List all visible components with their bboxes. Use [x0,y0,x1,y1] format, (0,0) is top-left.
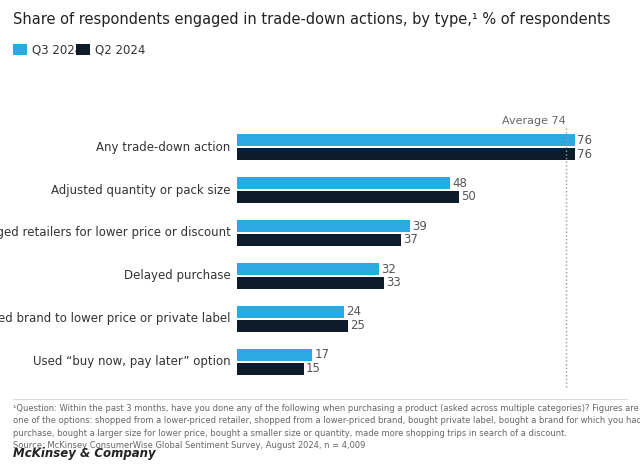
Text: 17: 17 [315,348,330,362]
Text: 33: 33 [386,276,401,289]
Bar [237,320,348,332]
Text: McKinsey & Company: McKinsey & Company [13,447,156,460]
Bar [237,148,575,160]
Text: ¹Question: Within the past 3 months, have you done any of the following when pur: ¹Question: Within the past 3 months, hav… [13,404,640,450]
Text: Changed retailers for lower price or discount: Changed retailers for lower price or dis… [0,227,230,239]
Text: Adjusted quantity or pack size: Adjusted quantity or pack size [51,184,230,196]
Bar [237,277,383,289]
Text: 32: 32 [381,262,396,276]
Text: 76: 76 [577,134,592,147]
Text: 15: 15 [306,362,321,375]
Text: Q3 2024: Q3 2024 [32,43,83,56]
Bar [237,220,410,232]
Text: Share of respondents engaged in trade-down actions, by type,¹ % of respondents: Share of respondents engaged in trade-do… [13,12,611,27]
Text: 39: 39 [413,219,428,233]
Bar [237,362,303,375]
Bar [237,177,451,189]
Text: 37: 37 [404,233,419,246]
Text: Average 74: Average 74 [502,116,566,126]
Text: Any trade-down action: Any trade-down action [96,141,230,154]
Text: Changed brand to lower price or private label: Changed brand to lower price or private … [0,312,230,325]
Text: Delayed purchase: Delayed purchase [124,270,230,282]
Text: 25: 25 [350,319,365,332]
Text: 24: 24 [346,305,361,319]
Bar [237,191,460,203]
Bar [237,135,575,146]
Bar [237,349,312,361]
Text: 50: 50 [461,191,476,203]
Text: Used “buy now, pay later” option: Used “buy now, pay later” option [33,355,230,368]
Bar [237,263,379,275]
Bar [237,306,344,318]
Text: Q2 2024: Q2 2024 [95,43,145,56]
Bar [237,234,401,246]
Text: 48: 48 [452,177,467,190]
Text: 76: 76 [577,148,592,160]
